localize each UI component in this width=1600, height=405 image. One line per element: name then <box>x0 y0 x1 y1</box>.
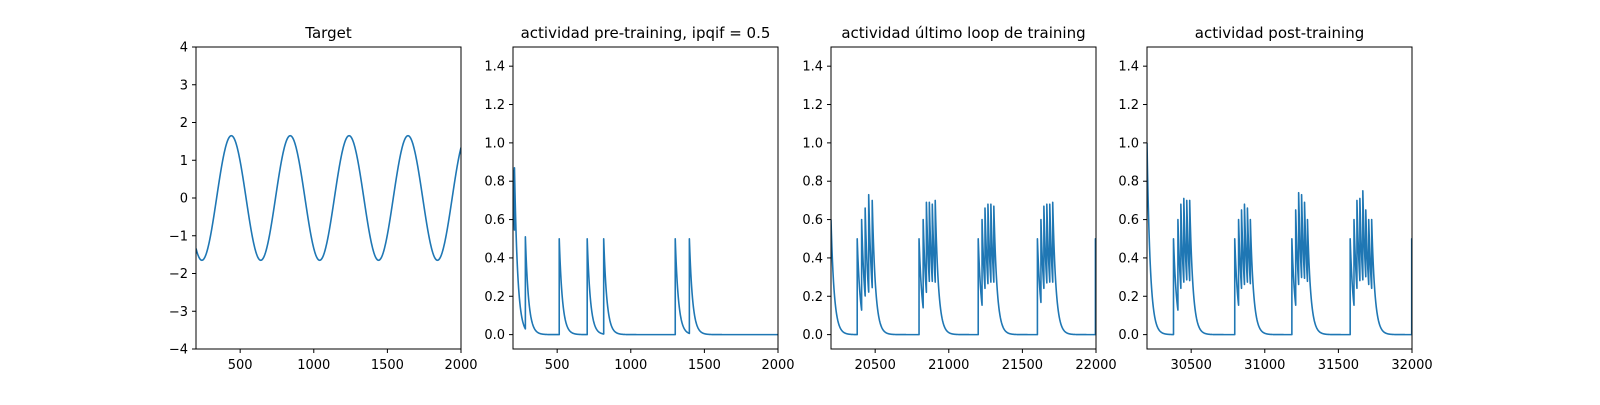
subplot-title: actividad pre-training, ipqif = 0.5 <box>521 24 771 42</box>
subplot-last-training-loop: actividad último loop de training 20500 2… <box>802 24 1116 373</box>
x-tick-label: 22000 <box>1075 358 1116 373</box>
x-tick-label: 21500 <box>1002 358 1043 373</box>
y-tick-label: −4 <box>169 343 188 358</box>
axes-frame <box>512 46 779 350</box>
y-tick-label: 0.0 <box>1118 328 1139 343</box>
series-line <box>196 134 461 262</box>
y-tick-label: 1 <box>180 154 188 169</box>
x-tick-label: 32000 <box>1391 358 1432 373</box>
subplot-title: Target <box>304 24 352 42</box>
x-tick-label: 1500 <box>688 358 721 373</box>
y-tick-label: 0.2 <box>1118 290 1139 305</box>
y-tick-label: 2 <box>180 116 188 131</box>
y-tick-label: 1.0 <box>1118 136 1139 151</box>
y-tick-label: 0.8 <box>484 175 505 190</box>
y-tick-label: 1.2 <box>484 98 505 113</box>
y-tick-label: 1.4 <box>484 60 505 75</box>
y-tick-label: 0.6 <box>1118 213 1139 228</box>
y-tick-label: 1.4 <box>802 60 823 75</box>
y-tick-label: 0.0 <box>484 328 505 343</box>
y-tick-label: 0.2 <box>802 290 823 305</box>
x-tick-label: 21000 <box>928 358 969 373</box>
y-tick-label: 0.8 <box>1118 175 1139 190</box>
x-tick-label: 30500 <box>1170 358 1211 373</box>
y-tick-label: 1.2 <box>1118 98 1139 113</box>
axes-frame <box>830 46 1097 350</box>
x-tick-label: 1500 <box>371 358 404 373</box>
axes-frame <box>195 46 462 350</box>
x-tick-label: 31000 <box>1244 358 1285 373</box>
x-tick-label: 2000 <box>761 358 794 373</box>
y-tick-label: 1.0 <box>802 136 823 151</box>
y-tick-label: 0.8 <box>802 175 823 190</box>
subplot-title: actividad último loop de training <box>841 24 1085 42</box>
y-tick-label: −3 <box>169 305 188 320</box>
x-tick-label: 500 <box>545 358 570 373</box>
subplot-target: Target 500 1000 1500 2000 −4 −3 −2 −1 0 1 2 3 4 <box>169 24 478 373</box>
y-tick-label: 0.4 <box>1118 251 1139 266</box>
series-line <box>513 167 778 336</box>
subplot-title: actividad post-training <box>1195 24 1364 42</box>
subplot-pre-training: actividad pre-training, ipqif = 0.5 500 1… <box>484 24 794 373</box>
series-line <box>831 193 1096 336</box>
y-tick-label: −1 <box>169 229 188 244</box>
y-tick-label: 0.2 <box>484 290 505 305</box>
axes-frame <box>1146 46 1413 350</box>
x-tick-label: 1000 <box>297 358 330 373</box>
y-tick-label: 0.4 <box>484 251 505 266</box>
y-tick-label: 1.4 <box>1118 60 1139 75</box>
y-tick-label: 0.0 <box>802 328 823 343</box>
y-tick-label: 0.6 <box>484 213 505 228</box>
x-tick-label: 2000 <box>444 358 477 373</box>
y-tick-label: 4 <box>180 41 188 56</box>
x-tick-label: 20500 <box>854 358 895 373</box>
x-tick-label: 31500 <box>1318 358 1359 373</box>
y-tick-label: 1.0 <box>484 136 505 151</box>
y-tick-label: 0 <box>180 192 188 207</box>
y-tick-label: 3 <box>180 78 188 93</box>
series-line <box>1147 142 1412 336</box>
subplot-post-training: actividad post-training 30500 31000 31500 3… <box>1118 24 1432 373</box>
x-tick-label: 500 <box>228 358 253 373</box>
y-tick-label: 0.6 <box>802 213 823 228</box>
y-tick-label: 0.4 <box>802 251 823 266</box>
x-tick-label: 1000 <box>614 358 647 373</box>
y-tick-label: −2 <box>169 267 188 282</box>
y-tick-label: 1.2 <box>802 98 823 113</box>
